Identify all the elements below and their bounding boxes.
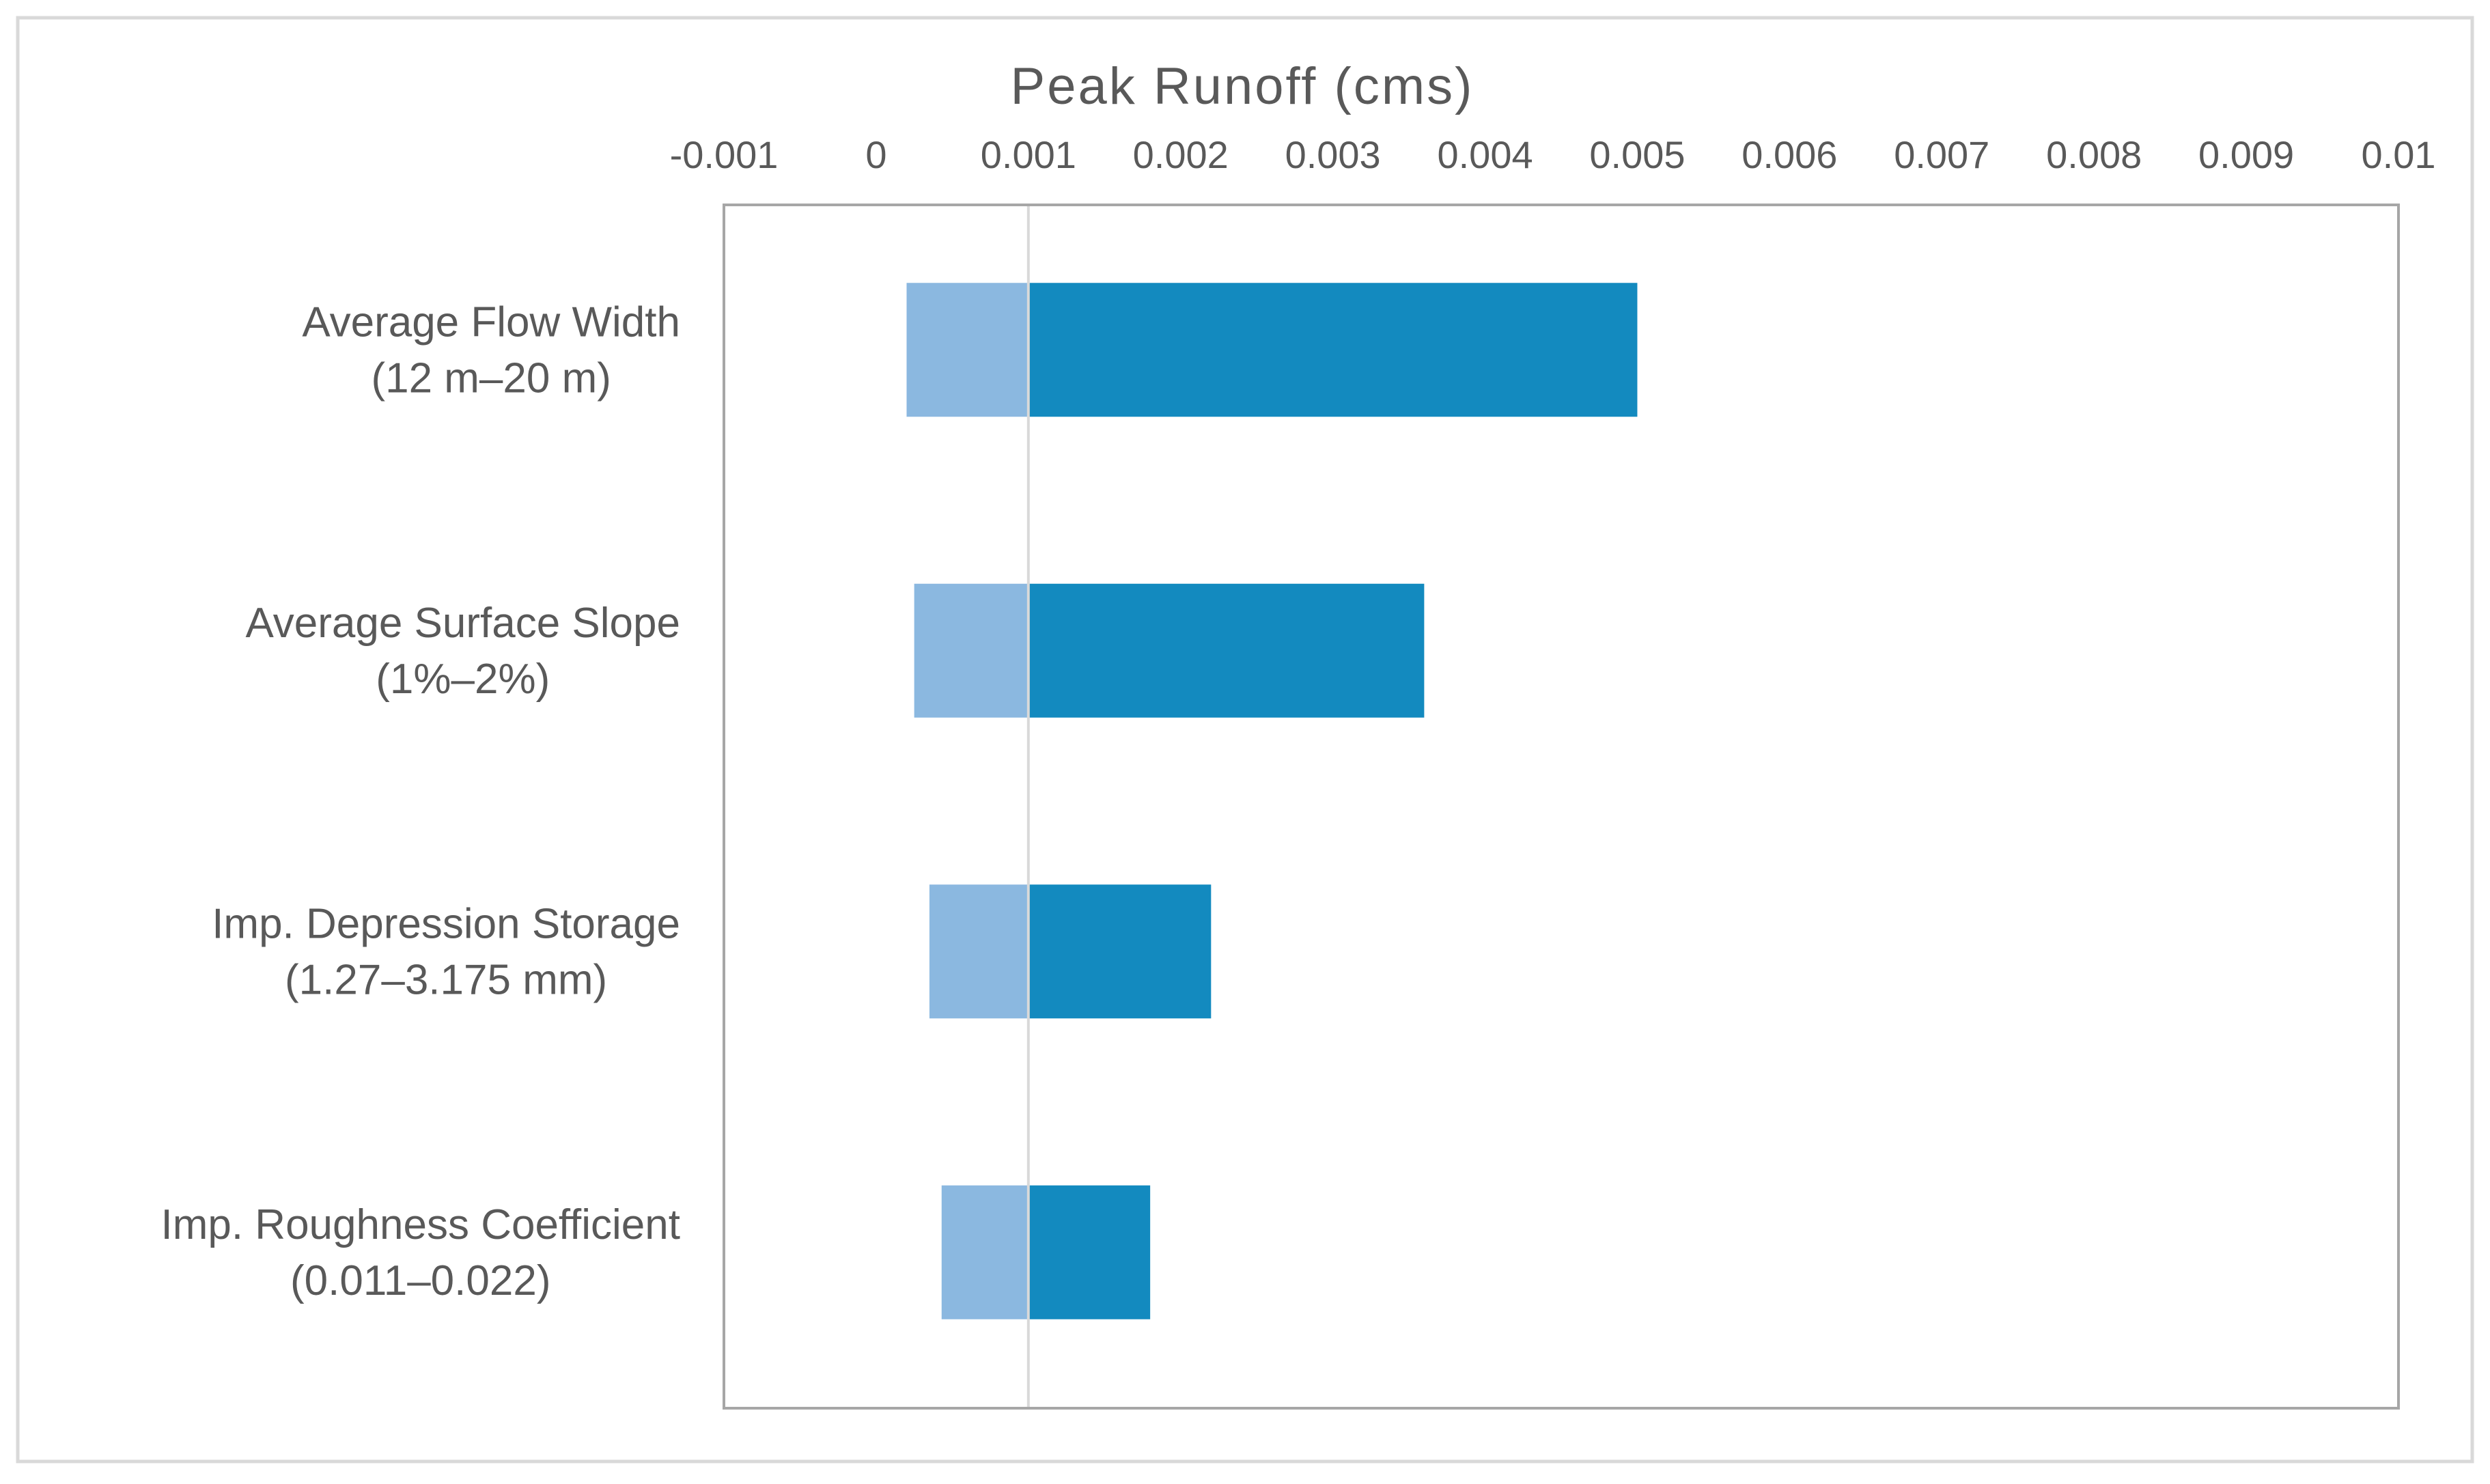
category-label: Average Surface Slope (1%–2%) [246, 600, 681, 703]
category-label-range: (0.011–0.022) [290, 1257, 550, 1304]
x-tick-label: 0.01 [2362, 133, 2436, 176]
x-tick-label: 0.009 [2198, 133, 2294, 176]
x-tick-label: 0.005 [1589, 133, 1685, 176]
category-label-range: (1.27–3.175 mm) [285, 956, 607, 1003]
x-tick-label: 0.008 [2046, 133, 2142, 176]
x-tick-label: 0 [865, 133, 886, 176]
x-tick-label: 0.007 [1894, 133, 1989, 176]
category-label-name: Imp. Roughness Coefficient [161, 1201, 681, 1248]
x-tick-label: 0.001 [981, 133, 1076, 176]
bar-high [1028, 884, 1212, 1019]
bar-high [1028, 583, 1425, 718]
x-axis-tick-labels: -0.001 0 0.001 0.002 0.003 0.004 0.005 0.006 0.0… [670, 133, 2436, 176]
chart-frame [16, 16, 2474, 1464]
category-label-name: Average Surface Slope [246, 600, 681, 647]
category-labels: Average Flow Width (12 m–20 m) Average Sur… [161, 298, 681, 1304]
x-tick-label: 0.004 [1437, 133, 1533, 176]
category-label: Average Flow Width (12 m–20 m) [302, 298, 680, 402]
bar-low [929, 884, 1029, 1019]
bars [906, 283, 1638, 1319]
bar-high [1028, 1185, 1151, 1319]
category-label: Imp. Depression Storage (1.27–3.175 mm) [212, 900, 680, 1003]
x-tick-label: 0.002 [1133, 133, 1229, 176]
plot-area [723, 204, 2400, 1410]
bar-low [941, 1185, 1029, 1319]
category-label-range: (12 m–20 m) [371, 354, 611, 402]
category-label-name: Imp. Depression Storage [212, 900, 680, 947]
category-label-range: (1%–2%) [376, 656, 550, 703]
x-tick-label: 0.006 [1741, 133, 1837, 176]
x-tick-label: -0.001 [670, 133, 779, 176]
category-label: Imp. Roughness Coefficient (0.011–0.022) [161, 1201, 681, 1304]
bar-low [906, 283, 1029, 417]
category-label-name: Average Flow Width [302, 298, 680, 346]
bar-low [914, 583, 1029, 718]
x-tick-label: 0.003 [1285, 133, 1381, 176]
chart-title: Peak Runoff (cms) [1011, 57, 1474, 115]
bar-high [1028, 283, 1638, 417]
